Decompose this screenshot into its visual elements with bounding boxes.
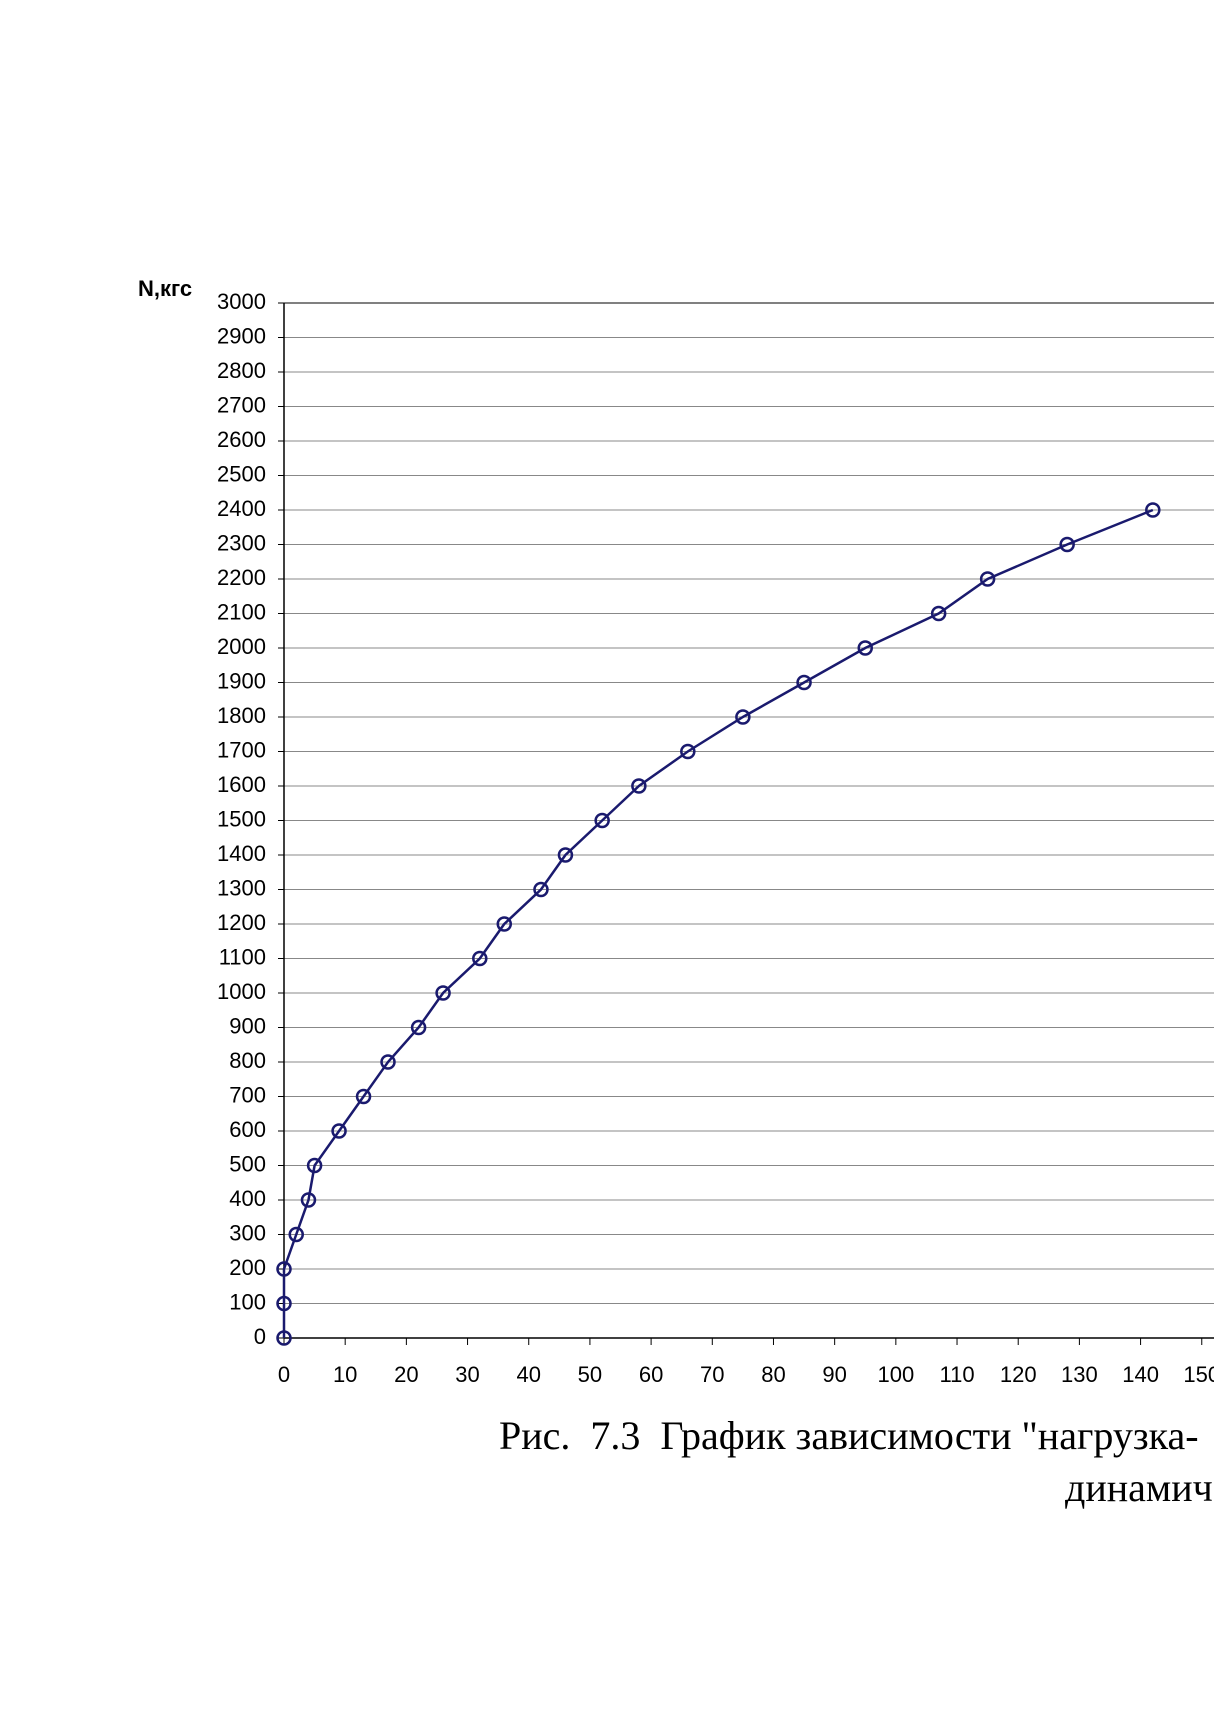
data-point xyxy=(306,1157,323,1174)
y-tick-label: 1600 xyxy=(217,772,266,797)
data-point xyxy=(496,916,513,932)
y-tick-label: 2800 xyxy=(217,358,266,383)
x-tick-label: 70 xyxy=(700,1362,724,1387)
x-tick-label: 30 xyxy=(455,1362,479,1387)
y-tick-label: 1200 xyxy=(217,910,266,935)
data-point xyxy=(276,1261,292,1277)
y-tick-label: 2400 xyxy=(217,496,266,521)
y-tick-label: 2200 xyxy=(217,565,266,590)
y-tick-label: 600 xyxy=(229,1117,266,1142)
x-tick-label: 90 xyxy=(822,1362,846,1387)
x-tick-label: 50 xyxy=(578,1362,602,1387)
x-tick-label: 60 xyxy=(639,1362,663,1387)
data-point xyxy=(857,640,873,656)
data-point xyxy=(288,1226,304,1243)
x-tick-label: 10 xyxy=(333,1362,357,1387)
data-point xyxy=(331,1123,347,1139)
data-point xyxy=(557,847,574,863)
x-tick-label: 140 xyxy=(1122,1362,1159,1387)
data-point xyxy=(276,1295,292,1312)
x-tick-label: 130 xyxy=(1061,1362,1098,1387)
y-tick-label: 100 xyxy=(229,1289,266,1314)
x-tick-label: 0 xyxy=(278,1362,290,1387)
y-tick-label: 0 xyxy=(254,1324,266,1349)
data-point xyxy=(680,743,696,760)
y-tick-label: 2300 xyxy=(217,530,266,555)
y-tick-label: 1800 xyxy=(217,703,266,728)
data-point xyxy=(533,881,549,898)
x-tick-label: 110 xyxy=(939,1362,974,1387)
y-tick-label: 2500 xyxy=(217,461,266,486)
data-point xyxy=(276,1330,292,1346)
y-tick-label: 1500 xyxy=(217,806,266,831)
y-tick-label: 1300 xyxy=(217,875,266,900)
x-tick-label: 150 xyxy=(1183,1362,1214,1387)
y-tick-label: 2000 xyxy=(217,634,266,659)
y-tick-label: 1000 xyxy=(217,979,266,1004)
data-point xyxy=(472,950,488,967)
data-point xyxy=(380,1054,396,1070)
y-tick-label: 700 xyxy=(229,1082,266,1107)
x-tick-label: 120 xyxy=(1000,1362,1037,1387)
y-tick-label: 500 xyxy=(229,1151,266,1176)
y-tick-label: 800 xyxy=(229,1048,266,1073)
series-line xyxy=(282,508,1154,1338)
caption: Рис. 7.3 График зависимости "нагрузка- xyxy=(499,1413,1199,1458)
y-tick-label: 1900 xyxy=(217,668,266,693)
data-point xyxy=(631,778,647,794)
y-axis-label: N,кгс xyxy=(138,276,192,301)
x-tick-label: 80 xyxy=(761,1362,785,1387)
data-point xyxy=(435,985,451,1001)
y-tick-label: 200 xyxy=(229,1255,266,1280)
data-point xyxy=(355,1088,372,1105)
data-point xyxy=(796,674,812,691)
x-tick-label: 40 xyxy=(516,1362,540,1387)
y-tick-label: 2600 xyxy=(217,427,266,452)
y-tick-label: 3000 xyxy=(217,289,266,314)
data-point xyxy=(979,571,996,587)
x-tick-label: 100 xyxy=(877,1362,914,1387)
data-point xyxy=(594,812,610,829)
data-point xyxy=(300,1192,317,1208)
data-point xyxy=(930,605,947,622)
data-point xyxy=(410,1019,427,1036)
y-tick-label: 400 xyxy=(229,1186,266,1211)
y-tick-label: 2900 xyxy=(217,323,266,348)
y-tick-label: 900 xyxy=(229,1013,266,1038)
data-point xyxy=(735,709,751,725)
data-point xyxy=(1145,502,1161,518)
x-tick-label: 20 xyxy=(394,1362,418,1387)
caption: динамич xyxy=(1065,1465,1213,1510)
data-point xyxy=(1059,536,1075,553)
y-tick-label: 300 xyxy=(229,1220,266,1245)
y-tick-label: 1700 xyxy=(217,737,266,762)
y-tick-label: 2100 xyxy=(217,599,266,624)
y-tick-label: 1400 xyxy=(217,841,266,866)
y-tick-label: 2700 xyxy=(217,392,266,417)
y-tick-label: 1100 xyxy=(219,944,266,969)
